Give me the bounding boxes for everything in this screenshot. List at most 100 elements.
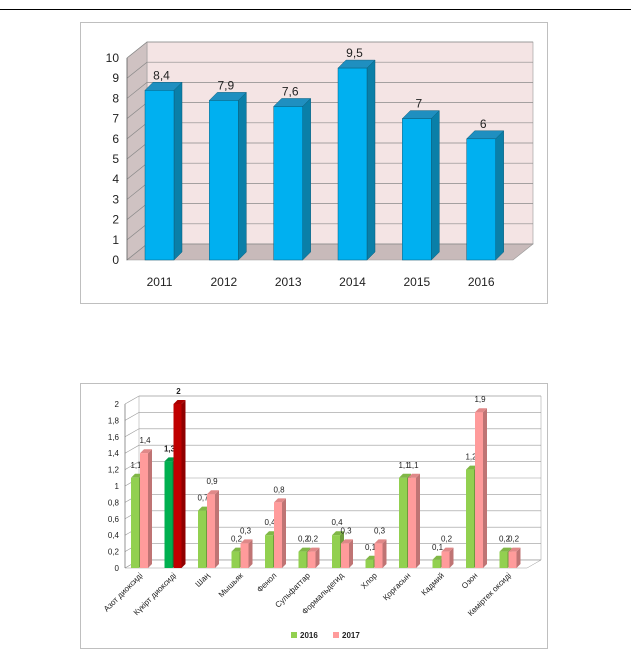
chart-2-data-label: 0,2 (499, 535, 511, 544)
chart-2-bar (408, 477, 416, 568)
chart-2-bar-top (441, 547, 454, 552)
chart-2-y-tick-label: 1,2 (108, 466, 120, 475)
chart-2-bar (131, 477, 139, 568)
chart-1-y-tick-label: 6 (112, 132, 119, 146)
chart-2-data-label: 1,1 (407, 461, 419, 470)
chart-2-gridline (124, 428, 541, 438)
chart-2-bar (274, 502, 282, 568)
chart-2-bar (399, 477, 407, 568)
chart-1-x-tick-label: 2011 (147, 275, 173, 289)
chart-1-x-tick-label: 2014 (339, 275, 366, 289)
chart-1-bar-side (173, 81, 183, 261)
chart-2-data-label: 0,2 (231, 535, 243, 544)
chart-2-bar (265, 535, 273, 568)
chart-2-y-tick-label: 0,2 (108, 548, 120, 557)
chart-2-gridline (124, 444, 541, 454)
chart-2-bar (508, 551, 517, 568)
chart-2-bar-side (315, 547, 320, 568)
chart-2-data-label: 0,4 (264, 518, 276, 527)
chart-2-gridline (124, 412, 541, 421)
chart-2-bar (441, 551, 450, 568)
chart-1-y-tick-label: 10 (106, 51, 120, 65)
chart-2-y-tick-label: 2 (115, 400, 120, 409)
chart-2-bar-side (516, 547, 521, 568)
chart-2-x-tick-label: Озон (460, 571, 480, 591)
chart-2-y-tick-label: 1,4 (108, 449, 120, 458)
chart-2-bar-top (140, 449, 152, 454)
chart-2-bar (499, 551, 508, 568)
chart-2-legend-swatch (291, 632, 297, 638)
chart-2-bar-side (449, 547, 454, 568)
chart-2-bar (466, 469, 474, 568)
chart-1-y-tick-label: 7 (112, 112, 119, 126)
chart-2-bar-top (374, 539, 387, 544)
chart-2-bar-top (475, 408, 487, 413)
chart-2-bar (164, 461, 173, 568)
chart-2-data-label: 1,3 (164, 444, 176, 453)
chart-2-x-tick-label: Шаң (194, 571, 212, 589)
chart-2-y-tick-label: 0,4 (108, 531, 120, 540)
chart-2-data-label: 0,2 (298, 535, 310, 544)
chart-2-data-label: 1,4 (139, 436, 151, 445)
chart-2-data-label: 0,3 (340, 526, 352, 535)
chart-2-bar (475, 412, 483, 568)
chart-2-data-label: 0,7 (197, 494, 209, 503)
chart-2-data-label: 1,2 (465, 453, 477, 462)
chart-2-gridline (124, 461, 541, 470)
chart-1-y-tick-label: 2 (112, 213, 119, 227)
chart-2-data-label: 1,1 (130, 461, 142, 470)
chart-2-bar-side (483, 408, 487, 568)
chart-2-bar-top (240, 539, 253, 544)
chart-1-bar-side (495, 130, 504, 261)
chart-2-data-label: 0,2 (441, 535, 453, 544)
chart-1-x-tick-label: 2015 (403, 275, 430, 289)
chart-1-svg: 0 1 2 3 4 5 6 7 8 9 10 8,4 2011 7,9 2012 7,6 2013 9,5 2014… (106, 41, 534, 289)
chart-2-y-tick-label: 0,6 (108, 515, 120, 524)
chart-2-bar (140, 453, 148, 568)
chart-2-legend-label: 2017 (342, 631, 360, 640)
chart-2-bar-side (282, 498, 286, 568)
chart-2-data-label: 0,2 (307, 535, 319, 544)
chart-2-bar (231, 551, 240, 568)
chart-2-bar-top (332, 531, 344, 536)
chart-2-bar (341, 543, 349, 568)
chart-2-bar (374, 543, 383, 568)
chart-1-frame: 0 1 2 3 4 5 6 7 8 9 10 8,4 2011 7,9 2012 7,6 2013 9,5 2014… (80, 22, 548, 304)
chart-2-y-tick-label: 0,8 (108, 498, 120, 507)
chart-1-bar-side (302, 97, 311, 261)
chart-2-data-label: 0,3 (374, 526, 386, 535)
chart-2-bar-top (274, 498, 286, 503)
chart-2-bar (332, 535, 340, 568)
chart-2-bar-top (173, 400, 186, 404)
chart-1-y-tick-label: 0 (112, 253, 119, 267)
chart-1-y-tick-label: 4 (112, 172, 119, 186)
chart-2-y-tick-label: 1 (115, 482, 120, 491)
chart-2-data-label: 0,3 (240, 526, 252, 535)
chart-2-bar (432, 559, 441, 568)
chart-1-data-label: 6 (480, 117, 487, 131)
chart-1-bar (337, 67, 368, 261)
chart-2-frame: 0 0,2 0,4 0,6 0,8 1 1,2 1,4 1,6 1,8 2 1,1 1,4 Азот ди… (80, 383, 548, 649)
chart-1-y-tick-label: 9 (112, 71, 119, 85)
chart-2-bar-side (248, 539, 253, 568)
chart-1-data-label: 8,4 (153, 68, 170, 82)
chart-2-data-label: 0,8 (273, 485, 285, 494)
chart-2-bar-top (307, 547, 320, 552)
chart-1-bar-side (238, 91, 247, 261)
chart-2-y-tick-label: 1,6 (108, 433, 120, 442)
chart-2-data-label: 0,1 (365, 543, 377, 552)
chart-2-bar-top (207, 490, 219, 495)
chart-2-data-label: 0,2 (508, 535, 520, 544)
chart-1-x-tick-label: 2013 (275, 275, 302, 289)
chart-2-legend-label: 2016 (300, 631, 318, 640)
chart-2-bar (198, 510, 206, 568)
chart-2-bar-side (382, 539, 387, 568)
chart-2-data-label: 0,4 (331, 518, 343, 527)
chart-1-data-label: 7,9 (217, 78, 234, 92)
chart-2-data-label: 0,9 (206, 477, 218, 486)
chart-2-data-label: 1,9 (474, 395, 486, 404)
chart-2-legend-swatch (333, 632, 339, 638)
chart-2-bar-side (181, 400, 186, 568)
chart-1-bar-side (366, 59, 376, 261)
chart-2-data-label: 2 (176, 387, 181, 396)
